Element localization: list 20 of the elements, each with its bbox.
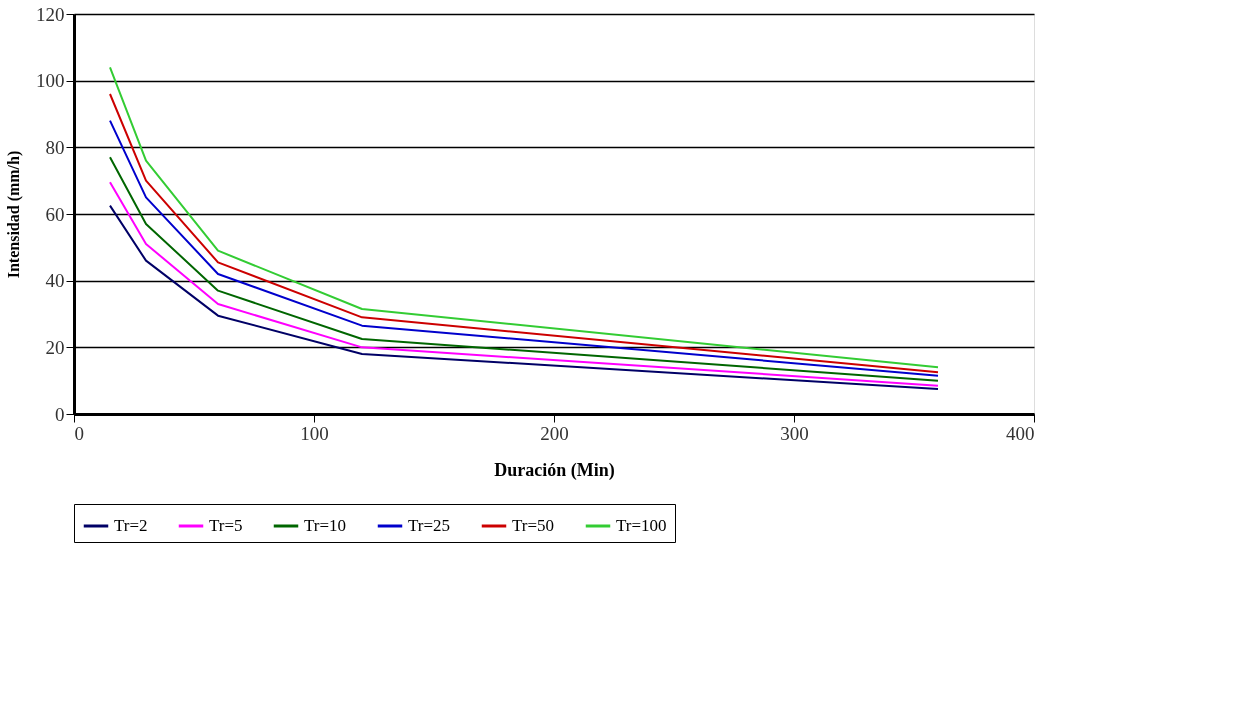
legend-label: Tr=10: [304, 516, 347, 535]
y-tick-label: 100: [36, 70, 65, 92]
y-axis-title: Intensidad (mm/h): [5, 150, 23, 279]
y-tick-label: 20: [45, 336, 65, 358]
legend-label: Tr=2: [114, 516, 148, 535]
y-tick-label: 80: [45, 136, 65, 158]
y-tick-label: 40: [45, 270, 65, 292]
y-tick-label: 120: [36, 3, 65, 25]
legend-label: Tr=5: [209, 516, 243, 535]
y-tick-label: 60: [45, 203, 65, 225]
x-tick-label: 300: [780, 422, 809, 444]
legend-label: Tr=25: [408, 516, 451, 535]
x-axis-title: Duración (Min): [494, 459, 615, 481]
x-tick-label: 100: [300, 422, 329, 444]
x-tick-label: 400: [1006, 422, 1035, 444]
y-tick-label: 0: [55, 403, 65, 425]
legend-label: Tr=50: [512, 516, 555, 535]
x-tick-label: 0: [74, 422, 84, 444]
legend-label: Tr=100: [616, 516, 667, 535]
x-tick-label: 200: [540, 422, 569, 444]
